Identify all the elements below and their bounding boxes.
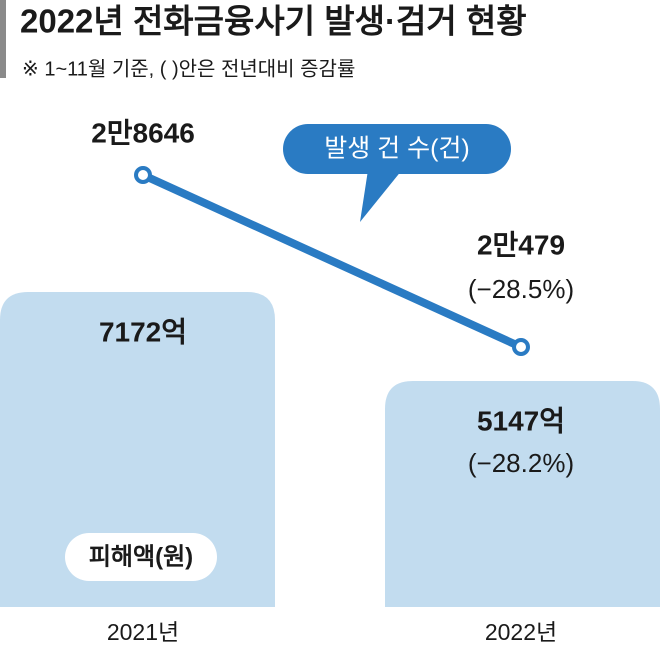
legend-label: 피해액(원) bbox=[89, 543, 193, 570]
callout-tail bbox=[360, 170, 402, 222]
line-value-label: 2만8646 bbox=[91, 117, 195, 148]
line bbox=[139, 171, 525, 351]
bar-value-label: 5147억 bbox=[477, 405, 565, 436]
legend-pill bbox=[65, 533, 217, 581]
callout bbox=[283, 124, 511, 174]
chart-title: 2022년 전화금융사기 발생·검거 현황 bbox=[20, 3, 527, 40]
x-tick-label: 2021년 bbox=[107, 619, 179, 645]
bar-value-label: 7172억 bbox=[99, 316, 187, 347]
title-accent bbox=[0, 0, 6, 78]
x-tick-label: 2022년 bbox=[485, 619, 557, 645]
line-value-label: 2만479 bbox=[477, 229, 565, 260]
line-marker bbox=[134, 166, 152, 184]
bar bbox=[385, 380, 660, 607]
bar-change-label: (−28.2%) bbox=[468, 448, 574, 478]
line-change-label: (−28.5%) bbox=[468, 274, 574, 304]
bar bbox=[0, 292, 275, 607]
line-marker bbox=[512, 338, 530, 356]
chart-subtitle: ※ 1~11월 기준, ( )안은 전년대비 증감률 bbox=[22, 57, 355, 80]
legend-label: 발생 건 수(건) bbox=[324, 135, 470, 163]
